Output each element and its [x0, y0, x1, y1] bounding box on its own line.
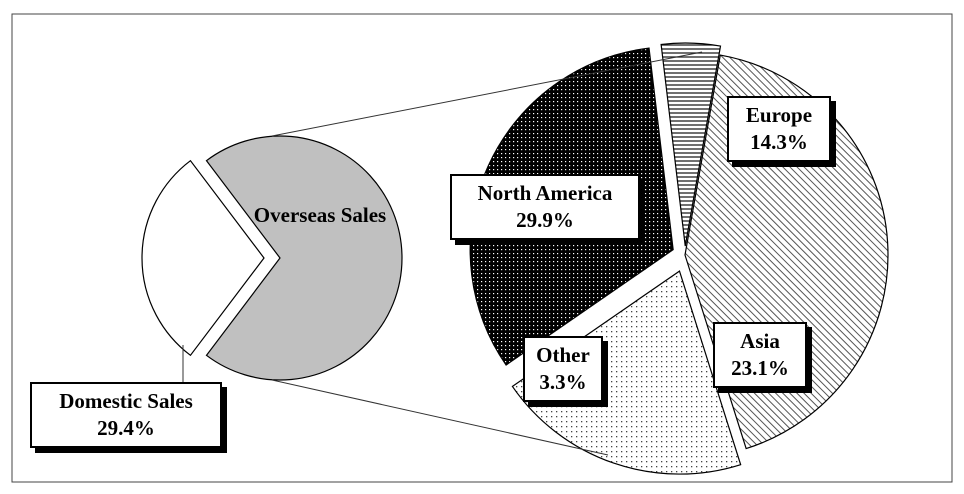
slice-value-label: 29.9% [516, 208, 574, 232]
frame [11, 13, 953, 483]
connector-line [271, 379, 609, 456]
pie-slice [660, 42, 722, 247]
pie-slice [511, 270, 742, 475]
connector-line [271, 51, 703, 137]
slice-label: North America [477, 181, 613, 205]
label-box: Europe 14.3% [727, 96, 831, 162]
slice-value-label: 14.3% [750, 130, 808, 154]
pie-slice [141, 159, 265, 357]
slice-label: Europe [745, 103, 813, 127]
slice-label: Overseas Sales [253, 203, 387, 227]
label-box: Other 3.3% [523, 336, 603, 402]
slice-value-label: 29.4% [97, 416, 155, 440]
label-box: Domestic Sales 29.4% [30, 382, 222, 448]
pie-slice [205, 135, 403, 381]
slice-value-label: 3.3% [539, 370, 587, 394]
slice-label: Domestic Sales [59, 389, 193, 413]
slice-value-label: 23.1% [731, 356, 789, 380]
label-box: Asia 23.1% [713, 322, 807, 388]
slice-label: Asia [740, 329, 780, 353]
slice-label: Other [536, 343, 590, 367]
label-box: North America 29.9% [450, 174, 640, 240]
